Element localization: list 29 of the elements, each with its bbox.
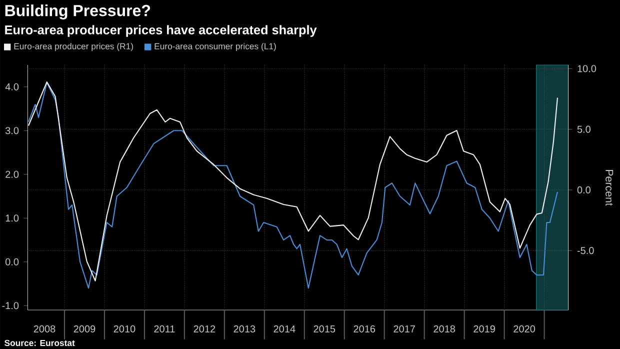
y-tick-label: 2.0 bbox=[6, 170, 19, 178]
x-tick-label: 2015 bbox=[314, 325, 336, 332]
y2-tick-label: 0.0 bbox=[577, 186, 590, 194]
y-tick-label: 0.0 bbox=[6, 258, 19, 266]
legend-label: Euro-area producer prices (R1) bbox=[14, 42, 133, 52]
x-tick-label: 2018 bbox=[434, 325, 456, 332]
y2-tick-label: 10.0 bbox=[578, 65, 596, 72]
source-note: Source: Eurostat bbox=[4, 340, 75, 346]
x-tick-label: 2013 bbox=[234, 325, 256, 332]
y-tick-label: 4.0 bbox=[5, 83, 19, 90]
chart-subtitle: Euro-area producer prices have accelerated sharply bbox=[5, 25, 317, 37]
x-tick-label: 2008 bbox=[34, 325, 56, 332]
x-tick-label: 2019 bbox=[474, 325, 495, 332]
x-tick-label: 2010 bbox=[114, 325, 136, 332]
y2-tick-label: -5.0 bbox=[577, 247, 594, 254]
x-tick-label: 2009 bbox=[74, 325, 96, 332]
legend-label: Euro-area consumer prices (L1) bbox=[154, 42, 276, 52]
y-tick-label: -1.0 bbox=[2, 302, 19, 310]
y2-axis-title: Percent bbox=[606, 170, 614, 206]
x-tick-label: 2020 bbox=[514, 325, 536, 332]
chart-title: Building Pressure? bbox=[5, 4, 150, 20]
y2-tick-label: 5.0 bbox=[577, 126, 590, 133]
y-tick-label: 1.0 bbox=[6, 214, 19, 222]
x-tick-label: 2016 bbox=[354, 325, 376, 332]
x-tick-label: 2014 bbox=[274, 325, 296, 332]
x-tick-label: 2017 bbox=[394, 325, 415, 332]
x-tick-label: 2011 bbox=[154, 325, 175, 332]
y-tick-label: 3.0 bbox=[5, 127, 19, 134]
x-tick-label: 2012 bbox=[194, 325, 216, 332]
